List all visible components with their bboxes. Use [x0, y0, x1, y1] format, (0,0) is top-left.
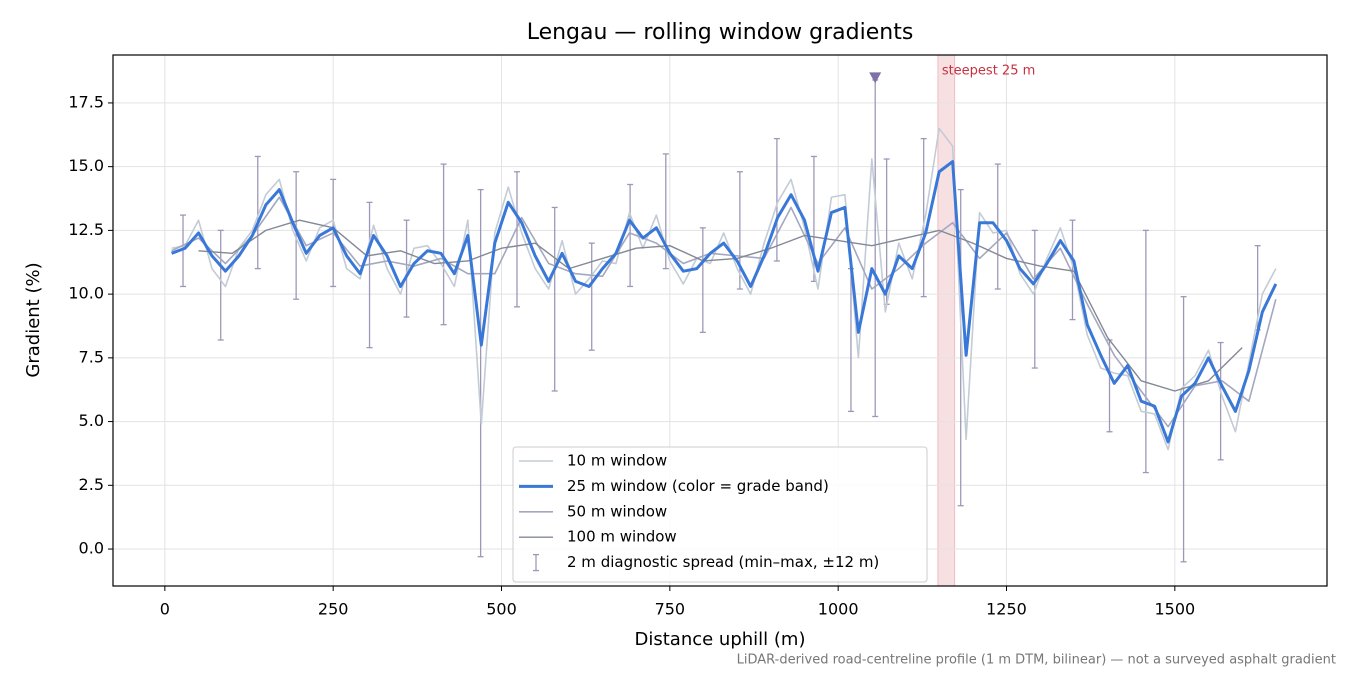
y-tick-label: 0.0	[79, 539, 104, 558]
plot-frame	[112, 54, 1328, 587]
legend-label: 2 m diagnostic spread (min–max, ±12 m)	[567, 553, 879, 571]
x-tick-label: 1250	[986, 600, 1027, 619]
highlight-label: steepest 25 m	[942, 64, 1035, 79]
y-tick-label: 7.5	[79, 347, 104, 366]
series-line	[198, 219, 1243, 392]
legend-box	[512, 446, 928, 583]
y-tick-label: 5.0	[79, 411, 104, 430]
x-axis-label: Distance uphill (m)	[635, 629, 806, 650]
x-tick-label: 1500	[1154, 600, 1195, 619]
y-tick-label: 10.0	[68, 284, 104, 303]
y-tick-label: 12.5	[68, 220, 104, 239]
legend-label: 10 m window	[567, 452, 667, 470]
y-axis-label: Gradient (%)	[23, 262, 44, 377]
legend-label: 25 m window (color = grade band)	[567, 477, 829, 495]
legend-label: 100 m window	[567, 528, 677, 546]
y-tick-label: 2.5	[79, 475, 104, 494]
series-line	[171, 196, 1277, 428]
footnote: LiDAR-derived road-centreline profile (1…	[737, 653, 1336, 668]
y-tick-label: 17.5	[68, 92, 104, 111]
series-line	[171, 160, 1278, 444]
x-tick-label: 0	[160, 600, 170, 619]
x-tick-label: 750	[655, 600, 686, 619]
peak-marker	[869, 72, 882, 84]
chart-title: Lengau — rolling window gradients	[527, 20, 914, 45]
y-tick-label: 15.0	[68, 156, 104, 175]
x-tick-label: 250	[318, 600, 349, 619]
x-tick-label: 1000	[818, 600, 859, 619]
x-tick-label: 500	[486, 600, 517, 619]
series-line	[171, 127, 1277, 451]
legend-label: 50 m window	[567, 502, 667, 520]
highlight-span	[937, 54, 956, 587]
